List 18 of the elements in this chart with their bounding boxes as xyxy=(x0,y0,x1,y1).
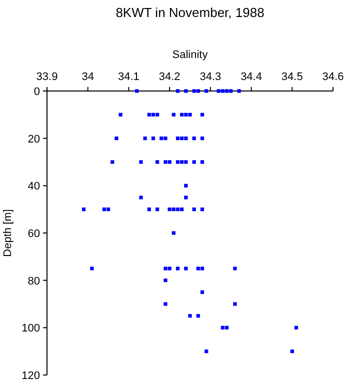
y-tick-label: 120 xyxy=(22,370,40,382)
x-tick-label: 34.5 xyxy=(281,71,303,83)
y-tick-label: 100 xyxy=(22,322,40,335)
y-tick-label: 0 xyxy=(34,86,40,98)
x-tick-label: 34 xyxy=(82,71,94,83)
y-axis-title: Depth [m] xyxy=(2,209,14,257)
x-tick-label: 34.4 xyxy=(240,71,262,83)
x-tick-label: 34.1 xyxy=(118,71,140,83)
x-tick-label: 34.6 xyxy=(322,71,344,83)
y-tick-label: 20 xyxy=(28,133,40,146)
y-tick-label: 60 xyxy=(28,228,40,240)
chart-title: 8KWT in November, 1988 xyxy=(116,5,264,20)
y-tick-label: 80 xyxy=(28,275,40,288)
x-axis-title: Salinity xyxy=(172,49,208,61)
y-tick-label: 40 xyxy=(28,180,40,193)
x-tick-label: 33.9 xyxy=(36,71,58,83)
x-tick-label: 34.2 xyxy=(158,71,180,83)
x-tick-label: 34.3 xyxy=(200,71,222,83)
